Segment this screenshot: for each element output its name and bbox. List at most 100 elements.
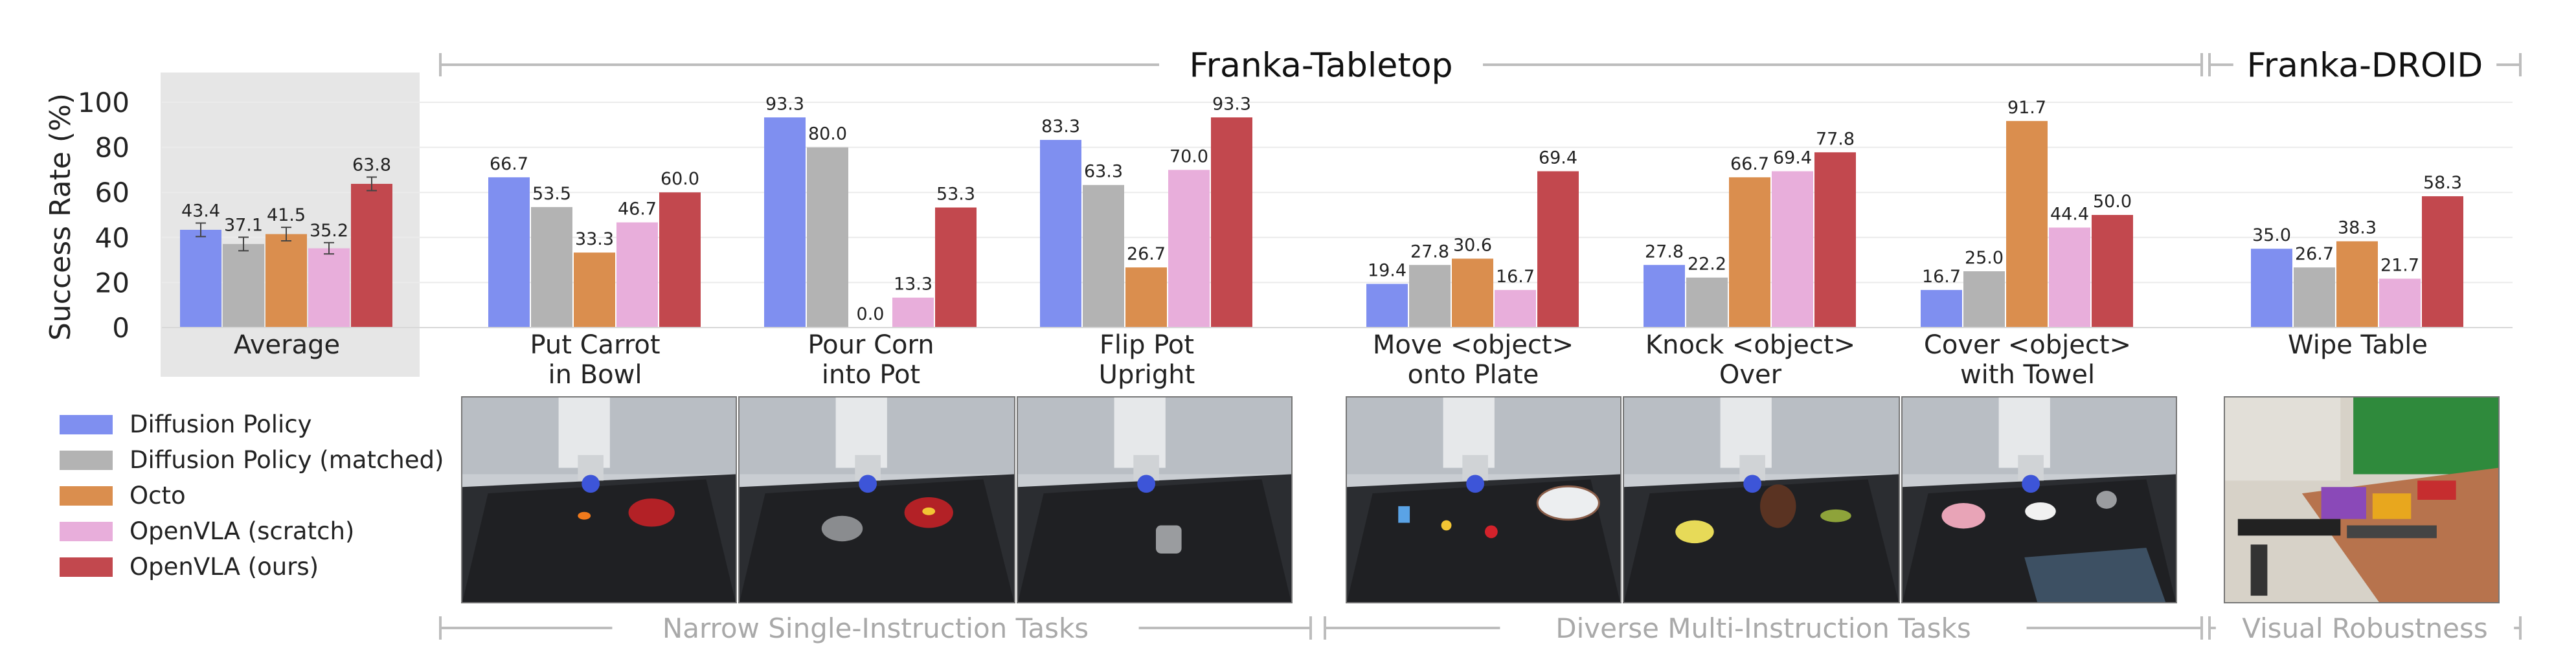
bar-value-label: 16.7 — [1496, 267, 1535, 287]
bar — [1040, 140, 1081, 328]
bar — [2251, 249, 2292, 328]
bar — [807, 147, 848, 328]
bottom-bracket-label: Narrow Single-Instruction Tasks — [662, 612, 1089, 644]
bar-value-label: 35.2 — [310, 221, 348, 241]
bar-value-label: 30.6 — [1453, 236, 1492, 256]
bar-value-label: 0.0 — [857, 304, 885, 324]
bar-value-label: 93.3 — [1212, 94, 1251, 114]
y-tick-label: 80 — [95, 132, 130, 164]
legend-label: Diffusion Policy — [130, 410, 312, 438]
bar-value-label: 53.3 — [936, 185, 975, 205]
bar — [2006, 120, 2048, 328]
task-photo-wipe-table — [2224, 396, 2500, 603]
bar-value-label: 66.7 — [1730, 154, 1769, 174]
bar-value-label: 21.7 — [2380, 255, 2419, 275]
bottom-bracket-label: Visual Robustness — [2242, 612, 2488, 644]
bar — [2049, 227, 2090, 328]
bar — [531, 207, 572, 328]
bar-value-label: 22.2 — [1688, 254, 1726, 274]
category-label: Move <object> — [1373, 330, 1574, 360]
category-label: Average — [234, 330, 340, 360]
category-label: with Towel — [1960, 360, 2095, 390]
bar-value-label: 16.7 — [1922, 267, 1961, 287]
bar — [1772, 171, 1813, 328]
category-label: Put Carrot — [530, 330, 660, 360]
category-label: in Bowl — [548, 360, 642, 390]
bar-value-label: 27.8 — [1645, 241, 1684, 262]
category-label: Pour Corn — [808, 330, 934, 360]
task-photo-pour-corn — [738, 396, 1015, 603]
bar-value-label: 69.4 — [1773, 148, 1812, 168]
bar-value-label: 66.7 — [490, 154, 528, 174]
bar — [659, 192, 701, 328]
bar — [1963, 271, 2005, 328]
bar-value-label: 50.0 — [2093, 192, 2132, 212]
bar-value-label: 58.3 — [2423, 173, 2462, 193]
bar — [223, 243, 264, 328]
bar — [1211, 117, 1252, 328]
bar-value-label: 53.5 — [532, 184, 571, 204]
legend-swatch-octo — [60, 486, 113, 506]
bar-value-label: 27.8 — [1410, 241, 1449, 262]
bar — [266, 234, 307, 328]
category-label: Over — [1719, 360, 1782, 390]
legend-swatch-diffusion-policy — [60, 414, 113, 434]
bar — [616, 222, 658, 328]
task-photo-knock-object — [1623, 396, 1900, 603]
bar — [1495, 289, 1536, 328]
bar — [764, 117, 806, 328]
legend-swatch-openvla-ours — [60, 557, 113, 577]
bar — [2336, 241, 2378, 328]
bar — [1168, 170, 1210, 328]
bar-value-label: 43.4 — [181, 201, 220, 221]
top-bracket-label: Franka-DROID — [2247, 47, 2483, 85]
bar — [180, 229, 221, 328]
bar-value-label: 80.0 — [808, 124, 847, 144]
y-tick-label: 0 — [112, 312, 130, 344]
bar-value-label: 25.0 — [1965, 248, 2004, 268]
category-label: Cover <object> — [1924, 330, 2131, 360]
legend-label: OpenVLA (ours) — [130, 553, 319, 581]
category-label: Wipe Table — [2288, 330, 2428, 360]
category-label: Knock <object> — [1645, 330, 1855, 360]
bar-value-label: 70.0 — [1169, 146, 1208, 166]
bar — [1814, 152, 1856, 328]
bar — [1452, 258, 1493, 328]
legend-label: OpenVLA (scratch) — [130, 517, 355, 545]
bar-value-label: 91.7 — [2007, 98, 2046, 118]
legend-item: OpenVLA (scratch) — [60, 513, 444, 549]
legend-label: Diffusion Policy (matched) — [130, 446, 444, 474]
legend-item: Diffusion Policy (matched) — [60, 442, 444, 478]
bar — [574, 252, 615, 328]
bottom-bracket-label: Diverse Multi-Instruction Tasks — [1555, 612, 1971, 644]
category-label: onto Plate — [1408, 360, 1539, 390]
bar — [1409, 265, 1451, 328]
bar-value-label: 77.8 — [1816, 129, 1855, 149]
bar-value-label: 93.3 — [765, 94, 804, 114]
category-label: into Pot — [822, 360, 920, 390]
y-tick-label: 20 — [95, 267, 130, 298]
bar-value-label: 26.7 — [1127, 244, 1166, 264]
legend-swatch-openvla-scratch — [60, 521, 113, 541]
bar — [1729, 177, 1770, 328]
top-bracket-label: Franka-Tabletop — [1189, 47, 1452, 85]
bar — [892, 297, 934, 328]
bar-value-label: 37.1 — [224, 215, 263, 235]
bar-value-label: 60.0 — [661, 169, 699, 189]
bar — [1644, 265, 1685, 328]
legend: Diffusion Policy Diffusion Policy (match… — [60, 407, 444, 585]
bar — [2422, 196, 2463, 328]
bar — [1686, 277, 1728, 328]
task-photo-cover-object — [1901, 396, 2177, 603]
legend-label: Octo — [130, 482, 186, 510]
task-photo-put-carrot — [461, 396, 737, 603]
bar-value-label: 26.7 — [2295, 244, 2334, 264]
bar-value-label: 41.5 — [267, 205, 306, 225]
legend-item: Diffusion Policy — [60, 407, 444, 442]
bar-value-label: 63.8 — [352, 155, 391, 175]
y-tick-label: 60 — [95, 177, 130, 208]
y-axis-label: Success Rate (%) — [44, 93, 77, 341]
bar — [351, 183, 392, 328]
category-label: Upright — [1099, 360, 1195, 390]
task-photo-flip-pot — [1017, 396, 1293, 603]
